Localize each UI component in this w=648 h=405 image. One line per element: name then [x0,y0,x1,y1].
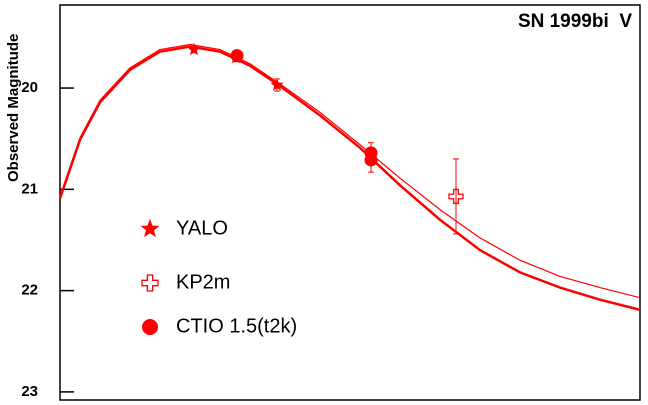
y-tick-label: 21 [21,180,38,197]
star-marker [187,42,201,56]
legend-label: CTIO 1.5(t2k) [176,315,297,337]
y-tick-label: 23 [21,383,38,400]
circle-marker [364,153,378,167]
y-tick-label: 20 [21,79,38,96]
star-marker [140,219,160,238]
cross-marker [141,274,159,292]
y-axis-label: Observed Magnitude [5,34,22,182]
plot-frame [59,4,641,401]
cross-marker [448,188,464,205]
legend-label: KP2m [176,271,230,293]
y-tick-label: 22 [21,282,38,299]
legend-label: YALO [176,217,228,239]
star-marker [270,78,284,91]
model-curve [59,43,641,299]
circle-marker [230,49,244,63]
circle-marker [142,319,158,335]
model-curve [58,45,641,312]
chart-title: SN 1999bi V [518,11,632,32]
